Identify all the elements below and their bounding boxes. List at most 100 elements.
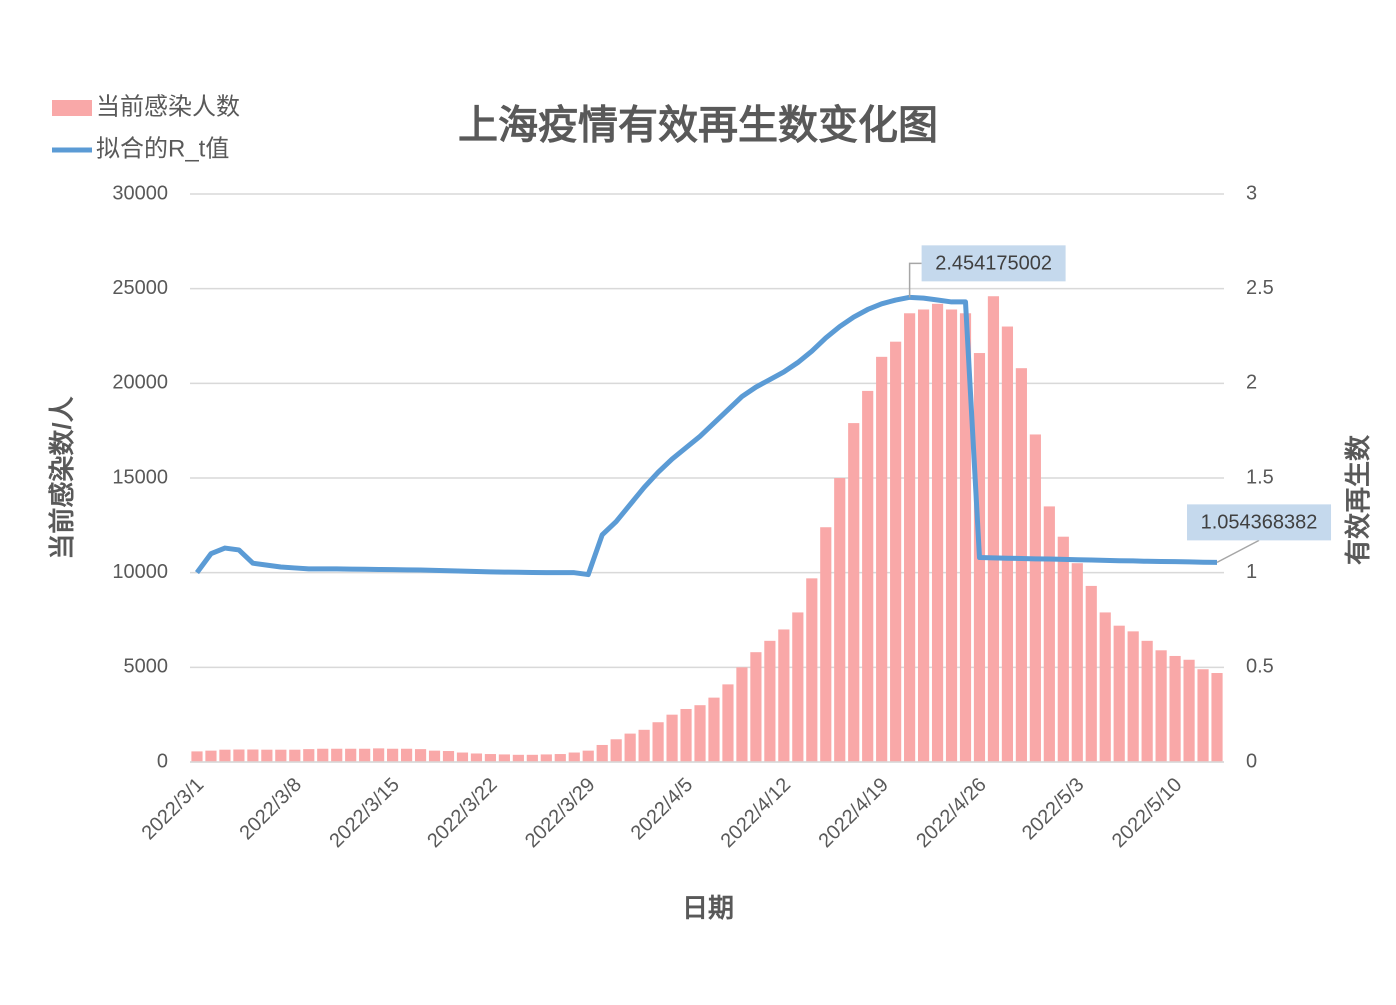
bar (442, 751, 455, 762)
legend-label: 当前感染人数 (96, 93, 240, 120)
y-axis-title: 当前感染数/人 (47, 396, 77, 559)
bar (652, 722, 664, 762)
x-tick-label: 2022/5/10 (1108, 774, 1186, 852)
y-tick-label: 0 (157, 750, 168, 772)
bar (848, 423, 860, 762)
bar (862, 390, 874, 762)
y-tick-label: 25000 (112, 277, 168, 299)
data-label: 2.454175002 (935, 253, 1052, 275)
data-label-box (921, 245, 1066, 282)
y-tick-label: 15000 (112, 466, 168, 488)
bar (1085, 585, 1097, 762)
bar (1155, 650, 1167, 762)
y-tick-label: 5000 (124, 656, 169, 678)
x-tick-label: 2022/5/3 (1018, 774, 1089, 845)
bar (456, 752, 469, 762)
bar (694, 705, 706, 762)
y2-tick-label: 2.5 (1246, 277, 1274, 299)
x-tick-label: 2022/3/15 (325, 774, 403, 852)
bar (428, 750, 441, 762)
bar (1029, 434, 1041, 762)
bar (247, 749, 259, 762)
x-tick-label: 2022/4/12 (717, 774, 795, 852)
bar (610, 739, 622, 762)
bar (414, 749, 427, 762)
chart-title: 上海疫情有效再生数变化图 (458, 104, 938, 148)
bar (666, 714, 678, 762)
y-tick-label: 10000 (112, 561, 168, 583)
bar (624, 733, 636, 762)
bar (708, 697, 720, 762)
bar (680, 708, 692, 762)
bar (1071, 563, 1083, 762)
bar (387, 748, 399, 762)
bar (834, 478, 846, 762)
bar (1001, 326, 1014, 762)
bar (400, 748, 413, 762)
bar (736, 667, 748, 762)
bar (890, 341, 902, 762)
bar (554, 754, 566, 762)
bar (568, 752, 580, 762)
leader-line (908, 262, 922, 298)
bar (876, 356, 888, 762)
y2-tick-label: 1.5 (1246, 466, 1274, 488)
bar (233, 749, 245, 762)
bar (1183, 659, 1195, 762)
bar (945, 309, 958, 762)
bar (764, 640, 776, 762)
x-tick-label: 2022/3/1 (138, 774, 209, 845)
bar (205, 750, 217, 762)
x-tick-label: 2022/3/8 (235, 774, 306, 845)
bar (303, 749, 315, 762)
bar (750, 652, 762, 762)
x-tick-label: 2022/3/29 (521, 774, 599, 852)
x-axis-title: 日期 (682, 893, 734, 923)
bar (582, 750, 594, 762)
bar (959, 313, 972, 762)
bar (540, 754, 552, 762)
bar (904, 313, 916, 762)
bar (1141, 640, 1153, 762)
y2-tick-label: 3 (1246, 182, 1257, 204)
y2-axis-title: 有效再生数 (1343, 434, 1373, 565)
bar (1015, 368, 1027, 762)
bar (1057, 536, 1069, 762)
bar (498, 754, 510, 762)
bar (1127, 631, 1139, 762)
y-tick-label: 20000 (112, 372, 168, 394)
y2-tick-label: 1 (1246, 561, 1257, 583)
bar (191, 751, 203, 762)
x-tick-label: 2022/4/26 (912, 774, 990, 852)
bar (638, 729, 650, 762)
bar (820, 527, 832, 762)
bar (289, 749, 301, 762)
bar (219, 749, 231, 762)
bar (373, 748, 385, 762)
bar (345, 748, 357, 762)
bar (261, 749, 273, 762)
bar (931, 303, 944, 762)
bar (806, 578, 818, 762)
y-tick-label: 30000 (112, 182, 168, 204)
bar (331, 748, 343, 762)
y2-tick-label: 0 (1246, 750, 1257, 772)
bar (596, 744, 608, 762)
y2-tick-label: 2 (1246, 372, 1257, 394)
bar (792, 612, 804, 762)
data-label-box (1187, 504, 1332, 541)
x-tick-label: 2022/3/22 (423, 774, 501, 852)
bar (1169, 655, 1181, 762)
bar (275, 749, 287, 762)
bar (917, 309, 930, 762)
leader-line (1216, 539, 1260, 564)
bar (722, 684, 734, 762)
bar (470, 753, 483, 762)
legend-label: 拟合的R_t值 (96, 135, 229, 162)
bar (526, 754, 538, 762)
bar (1211, 673, 1223, 762)
x-tick-label: 2022/4/19 (814, 774, 892, 852)
bar (778, 629, 790, 762)
bar (317, 748, 329, 762)
